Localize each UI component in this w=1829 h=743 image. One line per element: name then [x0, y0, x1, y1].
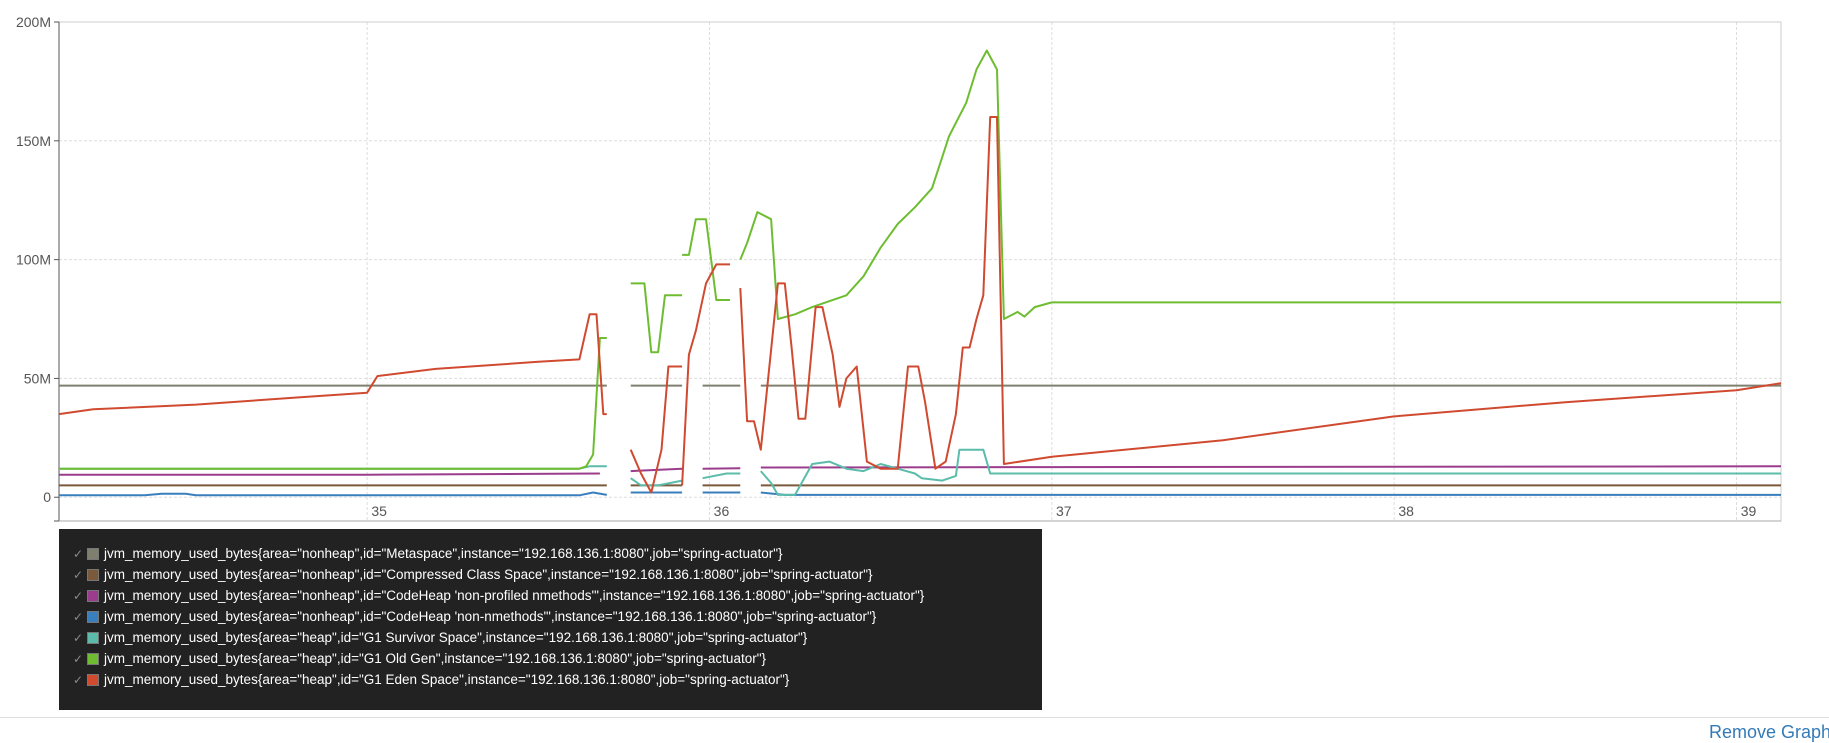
- legend-swatch: [87, 547, 99, 560]
- series-line-2[interactable]: [760, 465, 1782, 469]
- legend-swatch: [87, 610, 99, 623]
- check-icon: ✓: [73, 546, 84, 561]
- legend-label: jvm_memory_used_bytes{area="nonheap",id=…: [104, 546, 783, 561]
- series-line-6[interactable]: [739, 116, 1782, 470]
- x-tick-label: 38: [1398, 503, 1414, 519]
- legend-swatch: [87, 589, 99, 602]
- graph-area: 0 50M 100M 150M 200M 35 36 37 38 39: [0, 0, 1829, 530]
- y-tick-label: 0: [43, 489, 51, 505]
- x-tick-label: 39: [1741, 503, 1757, 519]
- legend-swatch: [87, 568, 99, 581]
- legend-item[interactable]: ✓ jvm_memory_used_bytes{area="nonheap",id…: [73, 543, 1042, 564]
- legend-label: jvm_memory_used_bytes{area="heap",id="G1…: [104, 651, 767, 666]
- series-line-4[interactable]: [760, 448, 1781, 496]
- legend-item[interactable]: ✓ jvm_memory_used_bytes{area="heap",id="G…: [73, 648, 1042, 669]
- legend-item[interactable]: ✓ jvm_memory_used_bytes{area="heap",id="G…: [73, 669, 1042, 690]
- check-icon: ✓: [73, 672, 84, 687]
- series-line-5[interactable]: [630, 282, 683, 354]
- y-tick-label: 50M: [24, 370, 51, 386]
- x-tick-label: 36: [714, 503, 730, 519]
- check-icon: ✓: [73, 609, 84, 624]
- plot-frame: [58, 21, 1782, 522]
- footer-divider: [0, 717, 1829, 718]
- line-chart[interactable]: 0 50M 100M 150M 200M 35 36 37 38 39: [0, 0, 1829, 530]
- legend-swatch: [87, 652, 99, 665]
- legend-label: jvm_memory_used_bytes{area="nonheap",id=…: [104, 567, 873, 582]
- legend-label: jvm_memory_used_bytes{area="nonheap",id=…: [104, 609, 877, 624]
- legend-item[interactable]: ✓ jvm_memory_used_bytes{area="nonheap",id…: [73, 585, 1042, 606]
- series-line-3[interactable]: [59, 491, 607, 497]
- series-line-6[interactable]: [629, 365, 683, 494]
- series-line-2[interactable]: [702, 467, 741, 470]
- legend-label: jvm_memory_used_bytes{area="heap",id="G1…: [104, 672, 790, 687]
- legend-label: jvm_memory_used_bytes{area="nonheap",id=…: [104, 588, 925, 603]
- y-tick-label: 100M: [16, 252, 51, 268]
- series-line-5[interactable]: [739, 49, 1781, 320]
- legend-swatch: [87, 631, 99, 644]
- check-icon: ✓: [73, 567, 84, 582]
- check-icon: ✓: [73, 651, 84, 666]
- check-icon: ✓: [73, 588, 84, 603]
- x-tick-label: 35: [371, 503, 387, 519]
- y-tick-label: 200M: [16, 14, 51, 30]
- series-line-2[interactable]: [59, 472, 600, 476]
- legend-swatch: [87, 673, 99, 686]
- series-line-5[interactable]: [682, 218, 730, 301]
- legend-label: jvm_memory_used_bytes{area="heap",id="G1…: [104, 630, 808, 645]
- series-line-6[interactable]: [681, 263, 730, 486]
- series-line-4[interactable]: [702, 472, 741, 480]
- remove-graph-link[interactable]: Remove Graph: [1709, 722, 1829, 742]
- legend: ✓ jvm_memory_used_bytes{area="nonheap",id…: [59, 529, 1042, 710]
- series-line-6[interactable]: [58, 313, 607, 416]
- legend-item[interactable]: ✓ jvm_memory_used_bytes{area="nonheap",id…: [73, 606, 1042, 627]
- series-line-5[interactable]: [59, 337, 607, 470]
- series-line-4[interactable]: [630, 477, 683, 487]
- legend-item[interactable]: ✓ jvm_memory_used_bytes{area="nonheap",id…: [73, 564, 1042, 585]
- check-icon: ✓: [73, 630, 84, 645]
- series-line-3[interactable]: [760, 491, 1781, 496]
- legend-item[interactable]: ✓ jvm_memory_used_bytes{area="heap",id="G…: [73, 627, 1042, 648]
- y-tick-label: 150M: [16, 133, 51, 149]
- x-tick-label: 37: [1056, 503, 1072, 519]
